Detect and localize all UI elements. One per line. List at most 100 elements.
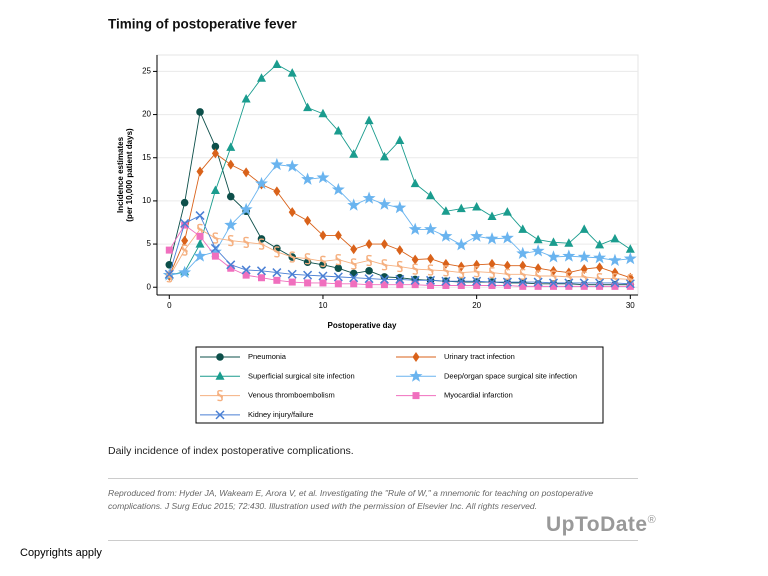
legend-label: Myocardial infarction [444,391,513,400]
marker [258,238,265,250]
divider [108,478,638,479]
legend-label: Superficial surgical site infection [248,371,355,380]
legend-label: Pneumonia [248,352,287,361]
marker [273,276,281,284]
marker [301,172,315,185]
chart-title: Timing of postoperative fever [108,17,298,32]
chart: Timing of postoperative fever Postoperat… [108,17,639,424]
marker [196,108,204,116]
marker [502,277,512,287]
marker [288,207,296,218]
marker [196,166,204,177]
marker [488,282,496,290]
marker [564,278,574,288]
marker [503,260,511,271]
footer: Copyrights apply [20,547,102,559]
marker [395,135,405,144]
marker [349,149,359,158]
marker [320,255,327,267]
marker [165,246,173,254]
marker [347,198,361,211]
legend-marker [216,353,224,361]
marker [411,254,419,265]
marker [519,260,527,271]
marker [488,258,496,269]
marker [243,236,250,248]
marker [256,73,266,82]
marker [595,239,605,249]
marker [454,238,468,251]
marker [210,243,220,253]
marker [580,282,588,290]
y-tick-label: 0 [147,282,152,291]
marker [519,268,526,280]
marker [211,148,219,159]
marker [365,239,373,250]
marker [210,185,220,195]
series-line [169,63,631,276]
marker [441,206,451,215]
marker [547,250,560,263]
marker [333,272,343,282]
marker [304,279,312,287]
marker [380,239,388,250]
marker [227,264,235,272]
marker [610,278,620,288]
legend-marker [409,369,423,382]
marker [503,282,511,290]
marker [379,274,389,284]
marker [625,244,635,253]
marker [241,265,251,275]
y-tick-label: 15 [142,153,151,162]
marker [364,274,374,284]
marker [365,281,373,289]
marker [565,282,573,290]
series-line [169,164,631,276]
marker [242,271,250,279]
marker [242,167,250,178]
marker [181,244,188,256]
marker [164,269,174,279]
marker [411,281,419,289]
marker [427,264,434,276]
y-axis-label: (per 10,000 patient days) [125,128,134,222]
marker [410,178,420,188]
marker [457,282,465,290]
marker [178,265,192,279]
x-tick-label: 30 [626,301,635,310]
marker [285,159,299,172]
marker [502,207,512,216]
marker [611,282,619,290]
marker [473,266,480,278]
legend-label: Urinary tract infection [444,352,515,361]
marker [595,278,605,288]
legend-marker [217,389,224,402]
marker [227,234,234,247]
marker [396,245,404,256]
marker [195,239,205,248]
marker [516,246,530,260]
marker [319,279,327,287]
marker [304,253,311,265]
marker [485,232,499,245]
marker [549,282,557,290]
marker [379,151,389,161]
marker [533,277,543,287]
marker [534,282,542,290]
divider [108,540,638,541]
marker [304,215,312,226]
marker [456,203,466,213]
marker [366,254,373,267]
x-axis-label: Postoperative day [328,321,397,330]
marker [362,191,376,204]
marker [427,282,435,290]
marker [562,249,576,262]
marker [350,244,358,255]
marker [303,270,313,280]
marker [518,277,528,287]
marker [334,280,342,288]
marker [289,251,296,263]
legend-box [195,346,604,424]
marker [456,276,466,286]
marker [331,182,345,196]
